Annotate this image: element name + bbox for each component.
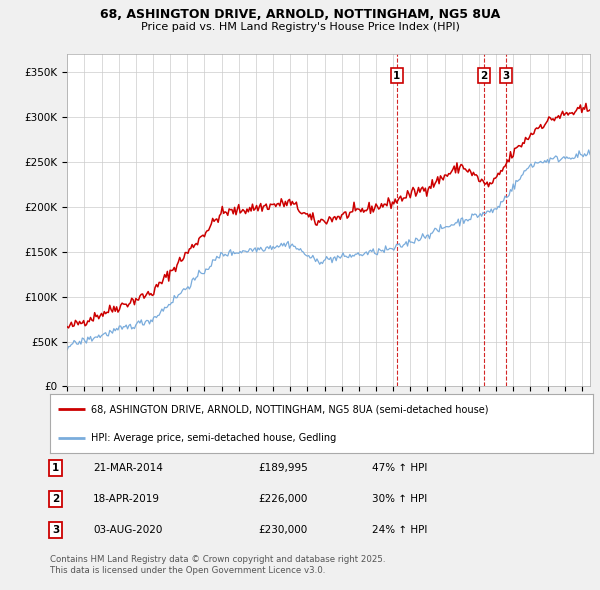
Text: 1: 1 [393, 71, 401, 81]
Text: 03-AUG-2020: 03-AUG-2020 [93, 525, 163, 535]
Text: Price paid vs. HM Land Registry's House Price Index (HPI): Price paid vs. HM Land Registry's House … [140, 22, 460, 32]
Text: £230,000: £230,000 [258, 525, 307, 535]
Text: 68, ASHINGTON DRIVE, ARNOLD, NOTTINGHAM, NG5 8UA (semi-detached house): 68, ASHINGTON DRIVE, ARNOLD, NOTTINGHAM,… [91, 405, 488, 414]
Text: £189,995: £189,995 [258, 463, 308, 473]
Text: 1: 1 [52, 463, 59, 473]
Text: 2: 2 [481, 71, 488, 81]
Text: 2: 2 [52, 494, 59, 504]
Text: 47% ↑ HPI: 47% ↑ HPI [372, 463, 427, 473]
Text: 3: 3 [52, 525, 59, 535]
Text: 68, ASHINGTON DRIVE, ARNOLD, NOTTINGHAM, NG5 8UA: 68, ASHINGTON DRIVE, ARNOLD, NOTTINGHAM,… [100, 8, 500, 21]
Text: 24% ↑ HPI: 24% ↑ HPI [372, 525, 427, 535]
Text: 18-APR-2019: 18-APR-2019 [93, 494, 160, 504]
Text: 21-MAR-2014: 21-MAR-2014 [93, 463, 163, 473]
Text: £226,000: £226,000 [258, 494, 307, 504]
Text: HPI: Average price, semi-detached house, Gedling: HPI: Average price, semi-detached house,… [91, 433, 336, 442]
Text: 3: 3 [503, 71, 510, 81]
Text: Contains HM Land Registry data © Crown copyright and database right 2025.
This d: Contains HM Land Registry data © Crown c… [50, 555, 385, 575]
Text: 30% ↑ HPI: 30% ↑ HPI [372, 494, 427, 504]
